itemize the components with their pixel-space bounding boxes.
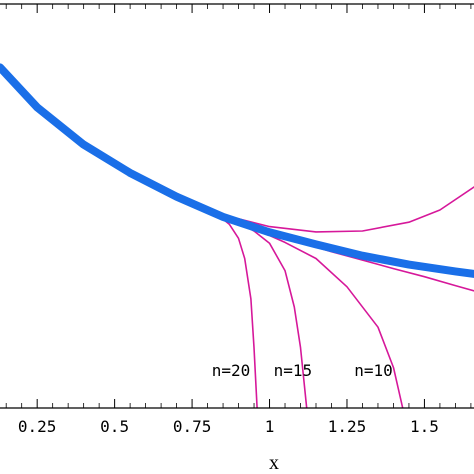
curve-annotations: n=20 n=15 n=10 [212,361,393,380]
x-tick-label: 1.5 [410,417,439,436]
plot-frame [0,3,474,409]
x-axis-ticks: 0.25 0.5 0.75 1 1.25 1.5 [5,4,472,436]
curve-label: n=10 [354,361,393,380]
exact-curve [0,63,474,278]
curve-label: n=20 [212,361,251,380]
x-tick-label: 0.25 [18,417,57,436]
x-tick-label: 0.5 [100,417,129,436]
x-tick-label: 0.75 [173,417,212,436]
x-tick-label: 1 [265,417,275,436]
curve-label: n=15 [274,361,313,380]
x-axis-title: x [269,452,279,474]
curves-layer [0,63,474,408]
x-tick-label: 1.25 [328,417,367,436]
